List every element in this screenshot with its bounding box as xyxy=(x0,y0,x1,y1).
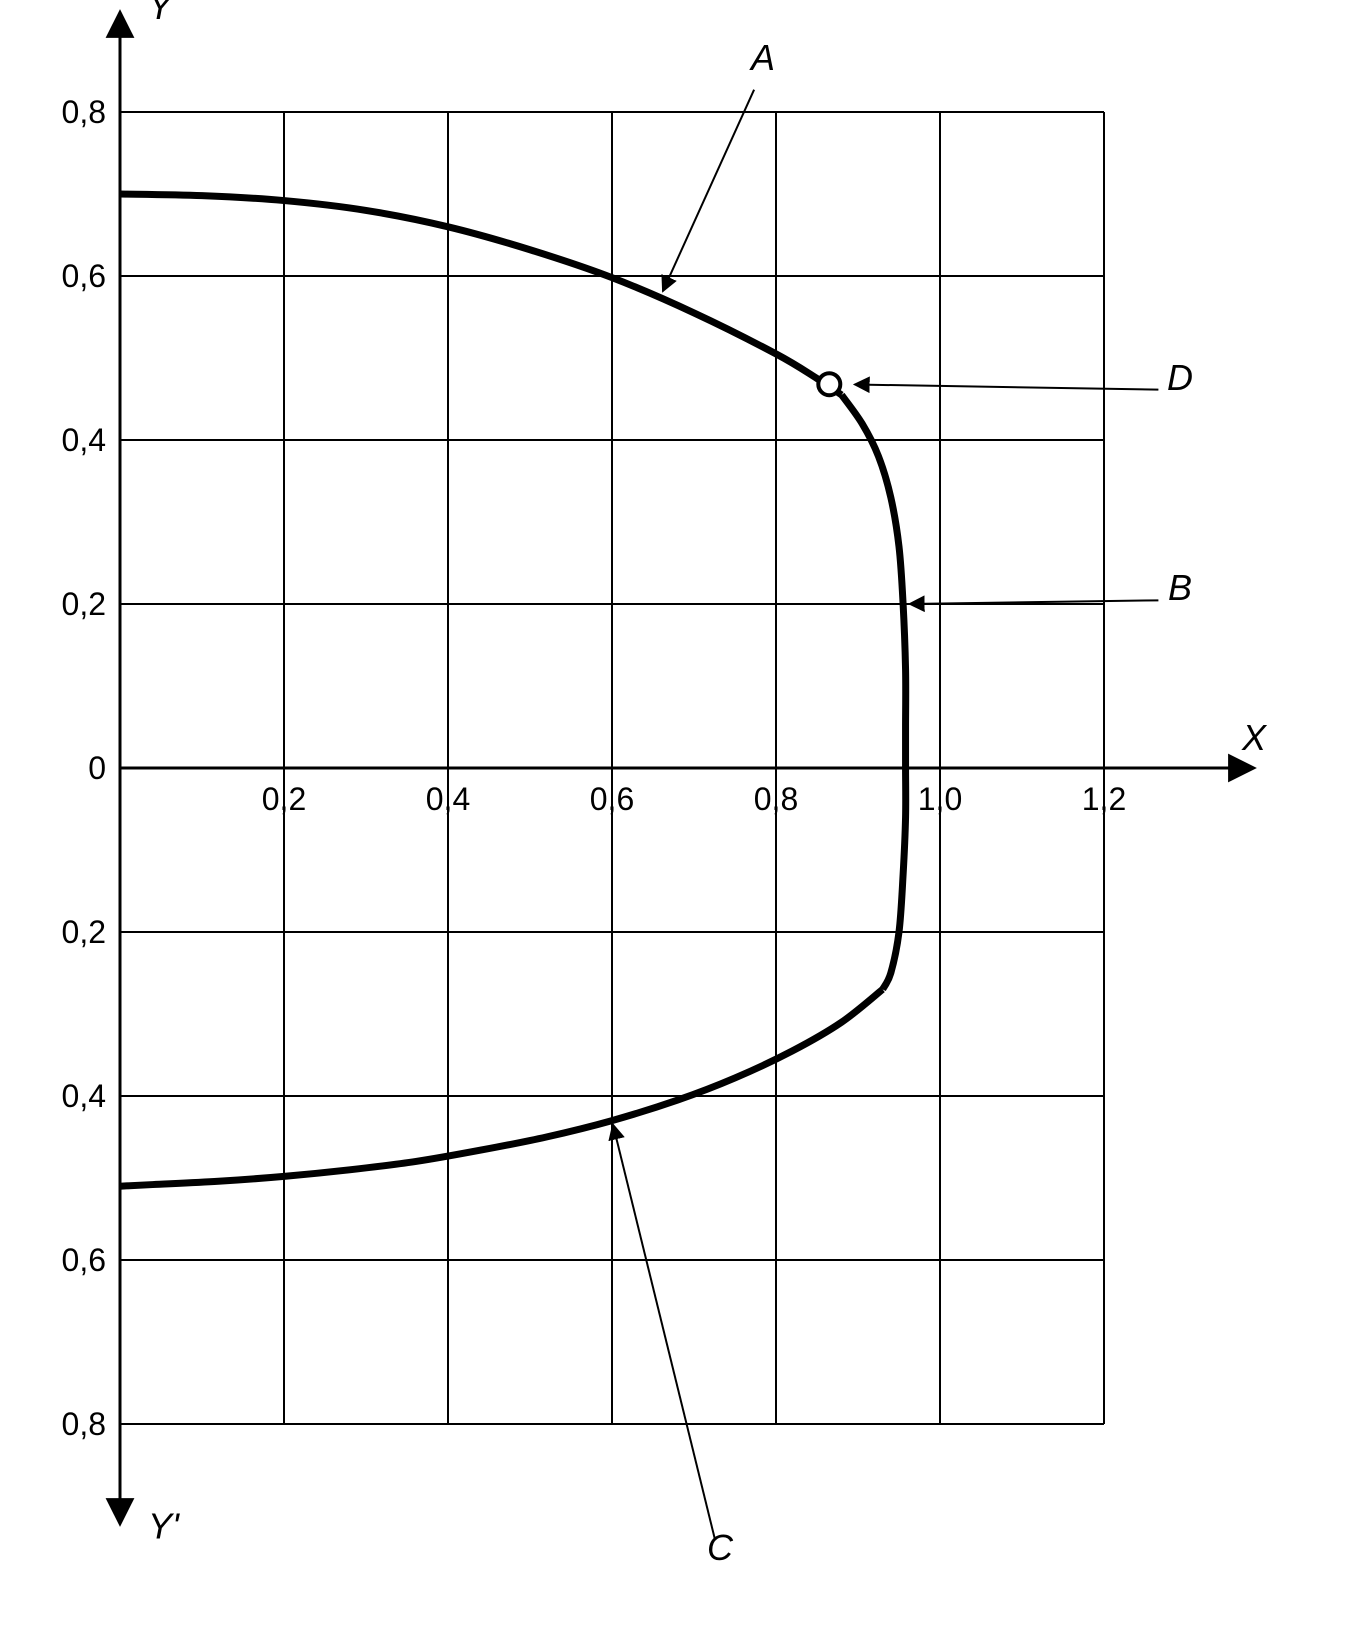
yprime-tick-label: 0,4 xyxy=(62,1078,106,1114)
annotation-arrow-D xyxy=(855,384,1159,389)
curve-B xyxy=(842,395,906,990)
y-tick-label: 0,2 xyxy=(62,586,106,622)
y-axis-label: Y xyxy=(148,0,175,27)
y-tick-label: 0,4 xyxy=(62,422,106,458)
label-D: D xyxy=(1167,357,1193,398)
yprime-axis-label: Y' xyxy=(148,1505,180,1546)
y-tick-label: 0,8 xyxy=(62,94,106,130)
curve-A xyxy=(120,194,842,395)
yprime-tick-label: 0,6 xyxy=(62,1242,106,1278)
x-tick-label: 0,4 xyxy=(426,781,470,817)
label-C: C xyxy=(707,1527,734,1568)
annotation-arrow-C xyxy=(613,1124,715,1539)
x-tick-label: 0,8 xyxy=(754,781,798,817)
yprime-tick-label: 0,2 xyxy=(62,914,106,950)
y-tick-label: 0 xyxy=(88,750,106,786)
label-A: A xyxy=(749,37,775,78)
point-D-marker xyxy=(818,373,840,395)
curve-C xyxy=(120,989,883,1186)
x-axis-label: X xyxy=(1241,717,1268,758)
x-tick-label: 1,0 xyxy=(918,781,962,817)
yprime-tick-label: 0,8 xyxy=(62,1406,106,1442)
x-tick-label: 0,2 xyxy=(262,781,306,817)
annotation-arrow-A xyxy=(663,90,754,292)
x-tick-label: 0,6 xyxy=(590,781,634,817)
label-B: B xyxy=(1168,567,1192,608)
xy-curve-chart: 0,2 0,4 0,6 0,8 1,0 1,2 0 0,2 0,4 0,6 0,8 0,2 0,4 0,6… xyxy=(0,0,1359,1632)
x-tick-label: 1,2 xyxy=(1082,781,1126,817)
y-tick-label: 0,6 xyxy=(62,258,106,294)
